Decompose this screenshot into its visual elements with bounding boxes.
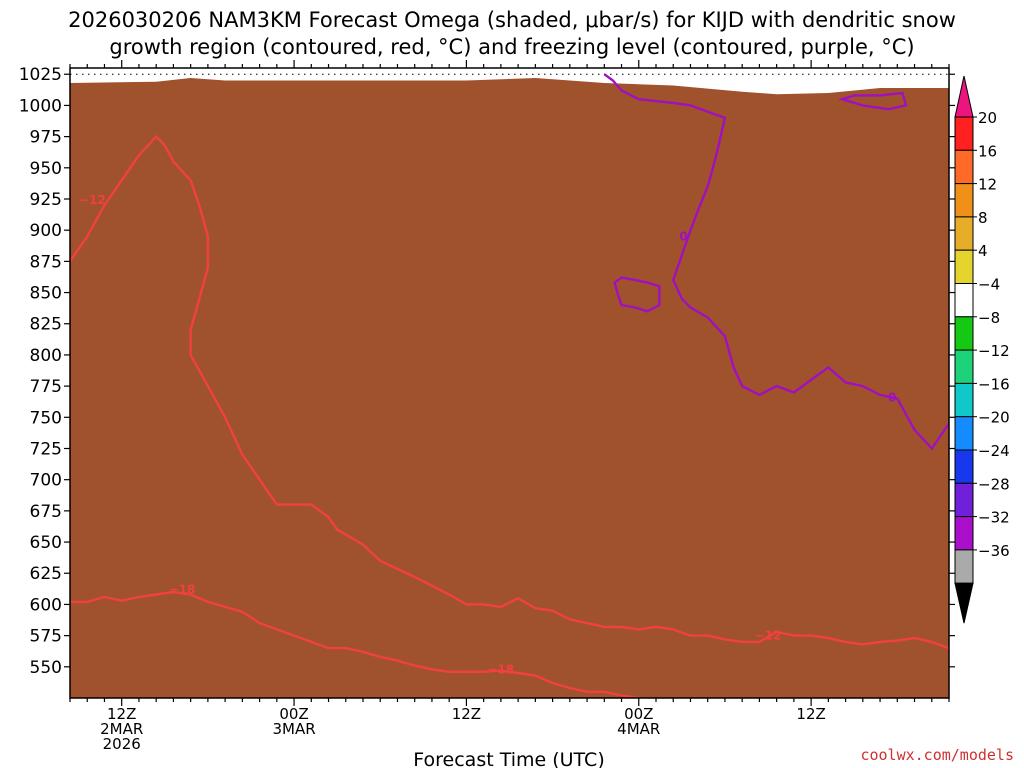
x-tick-label-20-0: 12Z [452, 705, 481, 723]
y-tick-label-850: 850 [30, 284, 62, 304]
x-axis-label: Forecast Time (UTC) [413, 749, 604, 768]
contour-label-5: 0 [888, 390, 896, 404]
y-tick-label-600: 600 [30, 595, 62, 615]
source-credit: coolwx.com/models [860, 746, 1014, 764]
contour-label-4: 0 [679, 229, 687, 243]
y-tick-label-1000: 1000 [19, 96, 62, 116]
colorbar-bin-8 [954, 382, 974, 418]
y-tick-label-775: 775 [30, 377, 62, 397]
freezing-level-cell-2 [838, 91, 908, 111]
colorbar-label-4: 4 [978, 242, 988, 260]
y-tick-label-1025: 1025 [19, 65, 62, 85]
y-tick-label-700: 700 [30, 471, 62, 491]
colorbar-bin-2 [954, 183, 974, 218]
dgz-minus18-contour [70, 590, 645, 698]
colorbar-bin-0 [954, 116, 974, 151]
dgz-minus12-contour [70, 134, 949, 650]
y-tick-label-900: 900 [30, 221, 62, 241]
colorbar-bottom-triangle [954, 582, 974, 624]
colorbar-label-1: 16 [978, 142, 997, 160]
colorbar-label-12: −32 [978, 509, 1010, 527]
colorbar-bin-3 [954, 216, 974, 251]
x-tick-label-0-2: 2026 [103, 735, 141, 753]
colorbar-label-5: −4 [978, 276, 1000, 294]
plot-area: −18 −18 −12 −12 0 0 [70, 68, 949, 698]
colorbar-bin-7 [954, 349, 974, 384]
colorbar-label-9: −20 [978, 409, 1010, 427]
contour-label-3: −12 [755, 629, 782, 643]
y-tick-label-725: 725 [30, 439, 62, 459]
contour-label-0: −18 [169, 582, 196, 596]
plot-frame [69, 67, 950, 699]
y-tick-label-750: 750 [30, 408, 62, 428]
x-tick-label-30-0: 00Z [624, 705, 653, 723]
y-tick-label-550: 550 [30, 658, 62, 678]
chart-title-line-2: growth region (contoured, red, °C) and f… [109, 35, 914, 59]
colorbar-bin-1 [954, 149, 974, 185]
colorbar-top-triangle [954, 75, 974, 118]
y-tick-label-650: 650 [30, 533, 62, 553]
colorbar-bin-6 [954, 316, 974, 351]
colorbar-label-13: −36 [978, 542, 1010, 560]
colorbar-label-11: −28 [978, 475, 1010, 493]
y-tick-label-625: 625 [30, 564, 62, 584]
y-tick-label-575: 575 [30, 627, 62, 647]
y-tick-label-800: 800 [30, 346, 62, 366]
x-tick-label-30-1: 4MAR [617, 720, 660, 738]
colorbar-label-10: −24 [978, 442, 1010, 460]
colorbar-bin-11 [954, 482, 974, 518]
y-tick-label-825: 825 [30, 315, 62, 335]
x-tick-label-40-0: 12Z [796, 705, 825, 723]
contours: −18 −18 −12 −12 0 0 [70, 73, 949, 698]
terrain-surface [70, 78, 949, 698]
colorbar-label-3: 8 [978, 209, 988, 227]
freezing-level-cell-1 [613, 276, 661, 313]
x-tick-label-0-0: 12Z [107, 705, 136, 723]
colorbar-label-7: −12 [978, 342, 1010, 360]
colorbar-bin-4 [954, 249, 974, 284]
colorbar-bin-9 [954, 416, 974, 451]
colorbar-label-2: 12 [978, 176, 997, 194]
y-axis-ticks: 550 575 600 625 650 675 700 725 750 775 800 825 850 8… [19, 65, 955, 678]
y-tick-label-675: 675 [30, 502, 62, 522]
y-tick-label-975: 975 [30, 128, 62, 148]
colorbar-bin-5 [954, 283, 974, 318]
colorbar: 20 16 12 8 4 −4 −8 −12 −16 −20 −24 −28 −32 −36 [954, 75, 1010, 624]
freezing-level-contour [603, 73, 949, 451]
y-tick-label-875: 875 [30, 252, 62, 272]
y-tick-label-925: 925 [30, 190, 62, 210]
contour-label-1: −18 [487, 662, 514, 676]
x-tick-label-0-1: 2MAR [100, 720, 143, 738]
x-tick-label-10-0: 00Z [279, 705, 308, 723]
colorbar-bin-12 [954, 516, 974, 551]
x-tick-label-10-1: 3MAR [272, 720, 315, 738]
colorbar-bin-10 [954, 449, 974, 484]
colorbar-bin-13 [954, 549, 974, 584]
contour-label-2: −12 [79, 193, 106, 207]
y-tick-label-950: 950 [30, 159, 62, 179]
colorbar-label-8: −16 [978, 375, 1010, 393]
colorbar-label-6: −8 [978, 309, 1000, 327]
chart-title-line-1: 2026030206 NAM3KM Forecast Omega (shaded… [68, 8, 956, 32]
colorbar-label-0: 20 [978, 109, 997, 127]
